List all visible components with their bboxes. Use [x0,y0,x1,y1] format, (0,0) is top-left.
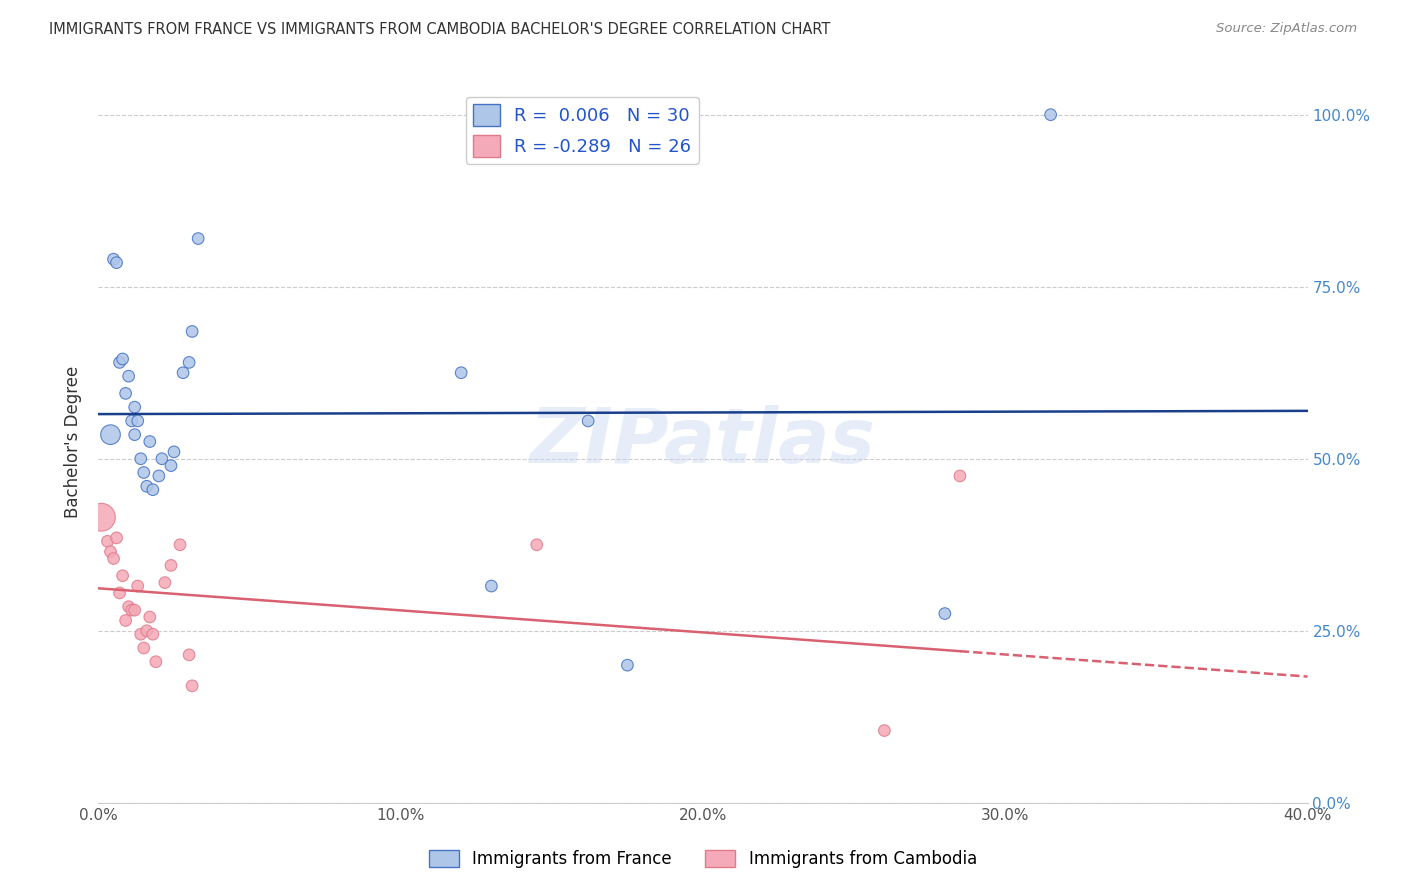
Point [124,603,146,617]
Point [181,679,204,693]
Point [111,351,134,366]
Point [103,252,125,267]
Point [153,575,176,590]
Point [1039,108,1062,122]
Point [135,479,157,493]
Text: IMMIGRANTS FROM FRANCE VS IMMIGRANTS FROM CAMBODIA BACHELOR'S DEGREE CORRELATION: IMMIGRANTS FROM FRANCE VS IMMIGRANTS FRO… [49,22,831,37]
Point [179,355,201,369]
Point [96,534,118,549]
Point [132,466,155,480]
Point [526,538,548,552]
Point [616,658,638,673]
Point [124,400,146,414]
Point [135,624,157,638]
Point [160,458,183,473]
Point [127,579,149,593]
Point [108,355,131,369]
Point [163,445,186,459]
Legend: R =  0.006   N = 30, R = -0.289   N = 26: R = 0.006 N = 30, R = -0.289 N = 26 [465,96,699,164]
Point [105,255,128,269]
Point [934,607,956,621]
Text: Source: ZipAtlas.com: Source: ZipAtlas.com [1216,22,1357,36]
Point [160,558,183,573]
Point [114,614,136,628]
Point [142,483,165,497]
Point [179,648,201,662]
Point [127,414,149,428]
Point [150,451,173,466]
Point [139,434,162,449]
Point [121,414,143,428]
Point [169,538,191,552]
Point [129,627,152,641]
Point [576,414,599,428]
Point [132,640,155,655]
Point [142,627,165,641]
Point [108,586,131,600]
Point [450,366,472,380]
Point [181,325,204,339]
Point [100,427,122,442]
Text: ZIPatlas: ZIPatlas [530,405,876,478]
Point [873,723,896,738]
Point [105,531,128,545]
Point [121,603,143,617]
Point [172,366,194,380]
Point [481,579,503,593]
Y-axis label: Bachelor's Degree: Bachelor's Degree [65,366,83,517]
Point [114,386,136,401]
Legend: Immigrants from France, Immigrants from Cambodia: Immigrants from France, Immigrants from … [422,843,984,875]
Point [118,369,141,384]
Point [124,427,146,442]
Point [118,599,141,614]
Point [148,469,170,483]
Point [111,568,134,582]
Point [103,551,125,566]
Point [139,610,162,624]
Point [187,231,209,245]
Point [949,469,972,483]
Point [100,544,122,558]
Point [129,451,152,466]
Point [145,655,167,669]
Point [90,510,112,524]
